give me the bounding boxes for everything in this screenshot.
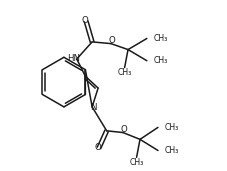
- Text: CH₃: CH₃: [118, 68, 132, 77]
- Text: CH₃: CH₃: [164, 123, 179, 132]
- Text: N: N: [90, 103, 97, 112]
- Text: O: O: [120, 125, 127, 134]
- Text: HN: HN: [67, 54, 80, 63]
- Text: CH₃: CH₃: [153, 56, 168, 65]
- Text: CH₃: CH₃: [153, 34, 168, 43]
- Text: O: O: [82, 16, 89, 25]
- Text: O: O: [109, 36, 115, 45]
- Text: O: O: [95, 143, 101, 152]
- Text: CH₃: CH₃: [129, 158, 144, 167]
- Text: CH₃: CH₃: [164, 146, 179, 155]
